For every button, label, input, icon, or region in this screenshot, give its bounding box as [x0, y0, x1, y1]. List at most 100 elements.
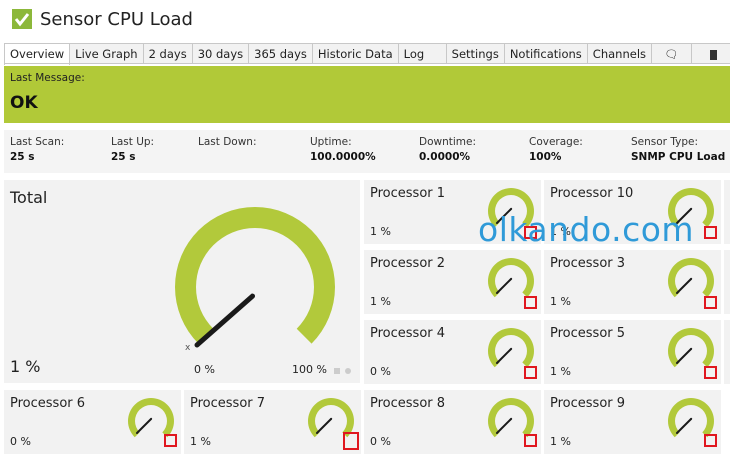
gauge-arc	[128, 398, 174, 438]
gauge-needle	[496, 277, 513, 294]
tile-value: 1 %	[370, 225, 391, 238]
gauge-tile-processor-10[interactable]: Processor 10 1 %	[544, 180, 721, 244]
watermark: olkando.com	[478, 210, 695, 249]
tile-name: Processor 7	[190, 396, 266, 411]
gauge-tile-processor-8[interactable]: Processor 8 0 %	[364, 390, 541, 454]
highlight-marker	[343, 432, 359, 450]
tile-name: Processor 9	[550, 396, 626, 411]
gauge-tile-processor-7[interactable]: Processor 7 1 %	[184, 390, 361, 454]
tile-value: 1 %	[370, 295, 391, 308]
gauge-arc	[488, 188, 534, 228]
highlight-marker	[524, 366, 537, 379]
tab-bar: Overview Live Graph 2 days 30 days 365 d…	[4, 43, 730, 65]
highlight-marker	[524, 296, 537, 309]
tab-30-days[interactable]: 30 days	[192, 43, 250, 63]
gauge-arc	[668, 258, 714, 298]
tile-name: Processor 6	[10, 396, 86, 411]
tile-value: 1 %	[550, 295, 571, 308]
gear-icon[interactable]	[345, 368, 351, 374]
gauge-processor-10	[668, 188, 714, 228]
check-icon	[12, 9, 32, 29]
tab-settings[interactable]: Settings	[446, 43, 505, 63]
tile-name: Processor 2	[370, 256, 446, 271]
gauge-tile-processor-5[interactable]: Processor 5 1 %	[544, 320, 721, 384]
gauge-tile-clipped	[724, 250, 730, 314]
gauge-processor-5	[668, 328, 714, 368]
tab-log[interactable]: Log	[398, 43, 447, 63]
gauge-needle	[194, 293, 256, 348]
tab-overview[interactable]: Overview	[4, 43, 71, 65]
gauge-needle	[676, 207, 693, 224]
gauge-tile-processor-3[interactable]: Processor 3 1 %	[544, 250, 721, 314]
tile-value: 1 %	[550, 435, 571, 448]
gauge-needle	[316, 417, 333, 434]
settings-dot-icon	[334, 368, 340, 374]
gauge-arc	[488, 328, 534, 368]
comment-icon: 🗨	[664, 48, 679, 61]
status-label: Last Message:	[10, 72, 85, 84]
tile-name: Processor 1	[370, 186, 446, 201]
tile-value: 0 %	[10, 435, 31, 448]
tile-value: 1 %	[550, 225, 571, 238]
tile-value: 1 %	[550, 365, 571, 378]
axis-mark: x	[185, 343, 191, 353]
tile-value: 0 %	[370, 365, 391, 378]
gauge-needle	[676, 417, 693, 434]
stat-last-scan: Last Scan: 25 s	[10, 136, 65, 163]
gauge-processor-8	[488, 398, 534, 438]
tab-365-days[interactable]: 365 days	[249, 43, 313, 63]
status-value: OK	[10, 93, 38, 113]
gauge-processor-7	[308, 398, 354, 438]
gauge-needle	[676, 347, 693, 364]
gauge-max-label: 100 %	[292, 363, 327, 376]
tab-divider	[4, 63, 730, 64]
page-title: Sensor CPU Load	[40, 9, 193, 30]
gauge-processor-9	[668, 398, 714, 438]
gauge-processor-6	[128, 398, 174, 438]
gauge-arc	[668, 398, 714, 438]
gauge-needle	[496, 207, 513, 224]
gauge-arc	[308, 398, 354, 438]
tile-name: Processor 5	[550, 326, 626, 341]
gauge-tile-processor-2[interactable]: Processor 2 1 %	[364, 250, 541, 314]
tab-comments[interactable]: 🗨	[652, 43, 693, 63]
gauge-tile-total[interactable]: Total 1 % 0 % 100 % x	[4, 180, 360, 383]
gauge-total	[175, 207, 335, 348]
tile-name: Processor 3	[550, 256, 626, 271]
gauge-arc	[175, 207, 335, 344]
gauge-processor-4	[488, 328, 534, 368]
stat-coverage: Coverage: 100%	[529, 136, 583, 163]
highlight-marker	[524, 226, 537, 239]
highlight-marker	[164, 434, 177, 447]
gauge-needle	[676, 277, 693, 294]
stats-bar: Last Scan: 25 s Last Up: 25 s Last Down: U…	[4, 130, 730, 173]
gauge-arc	[488, 258, 534, 298]
gauge-processor-3	[668, 258, 714, 298]
tab-historic-data[interactable]: Historic Data	[312, 43, 399, 63]
gauge-needle	[496, 417, 513, 434]
stat-uptime: Uptime: 100.0000%	[310, 136, 376, 163]
gauge-tile-processor-4[interactable]: Processor 4 0 %	[364, 320, 541, 384]
highlight-marker	[524, 434, 537, 447]
tile-name: Total	[10, 188, 48, 207]
gauge-tile-processor-1[interactable]: Processor 1 1 %	[364, 180, 541, 244]
stat-last-down: Last Down:	[198, 136, 257, 148]
highlight-marker	[704, 366, 717, 379]
stat-downtime: Downtime: 0.0000%	[419, 136, 477, 163]
tab-history[interactable]	[692, 43, 730, 63]
tile-name: Processor 8	[370, 396, 446, 411]
tab-notifications[interactable]: Notifications	[504, 43, 588, 63]
tab-live-graph[interactable]: Live Graph	[70, 43, 144, 63]
gauge-needle	[136, 417, 153, 434]
gauge-tile-processor-6[interactable]: Processor 6 0 %	[4, 390, 181, 454]
gauge-tile-processor-9[interactable]: Processor 9 1 %	[544, 390, 721, 454]
stat-sensor-type: Sensor Type: SNMP CPU Load	[631, 136, 726, 163]
status-panel: Last Message: OK	[4, 66, 730, 123]
document-icon	[710, 49, 718, 60]
tile-value: 1 %	[190, 435, 211, 448]
gauge-arc	[488, 398, 534, 438]
tab-2-days[interactable]: 2 days	[143, 43, 193, 63]
tile-value: 0 %	[370, 435, 391, 448]
title-bar: Sensor CPU Load	[0, 0, 730, 42]
tab-channels[interactable]: Channels	[587, 43, 653, 63]
